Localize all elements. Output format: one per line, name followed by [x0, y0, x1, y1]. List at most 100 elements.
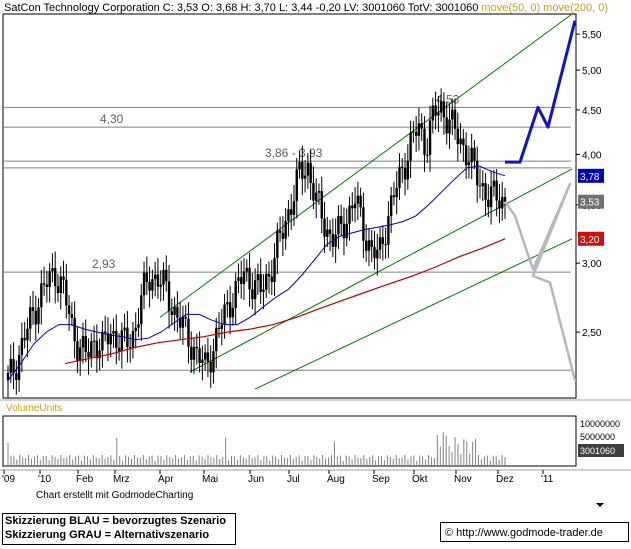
candle-body — [48, 271, 51, 288]
candle-body — [495, 180, 498, 201]
candle-body — [473, 147, 476, 161]
candle-body — [414, 131, 418, 136]
trend-channel-line — [254, 238, 573, 390]
candle-body — [448, 119, 451, 134]
volume-last-label: 3001060 — [580, 446, 615, 456]
candle-body — [112, 330, 115, 334]
x-tick-label: Mrz — [113, 474, 130, 485]
price-label-text: 3,20 — [580, 235, 600, 246]
candle-body — [128, 347, 132, 349]
candle-body — [73, 317, 76, 342]
source-link[interactable]: © http://www.godmode-trader.de — [440, 522, 629, 542]
trend-channel-line — [159, 13, 573, 318]
candle-body — [84, 336, 87, 352]
candle-body — [351, 205, 354, 209]
candle-body — [267, 273, 271, 277]
candle-body — [328, 229, 332, 234]
candle-body — [192, 346, 196, 360]
x-tick-label: Jun — [248, 474, 264, 485]
candle-body — [498, 200, 501, 209]
candle-body — [309, 162, 312, 183]
chart-credit: Chart erstellt mit GodmodeCharting — [36, 490, 194, 501]
candle-body — [226, 302, 229, 305]
candle-body — [334, 234, 337, 247]
candle-body — [345, 223, 348, 239]
candle-body — [92, 340, 96, 342]
candle-body — [503, 197, 507, 202]
candle-body — [290, 209, 293, 215]
candle-body — [337, 216, 340, 235]
candle-body — [367, 240, 371, 251]
candle-body — [87, 351, 90, 358]
candle-body — [323, 218, 326, 237]
candle-body — [420, 123, 423, 129]
candle-body — [162, 269, 165, 285]
candle-body — [312, 182, 315, 201]
candle-body — [187, 318, 190, 347]
candle-body — [462, 138, 465, 146]
candle-body — [362, 207, 365, 241]
y-tick-label: 5,50 — [582, 30, 602, 41]
candle-body — [34, 310, 37, 325]
candle-body — [370, 240, 373, 247]
legend-gray-scenario: Skizzierung GRAU = Alternativszenario — [5, 529, 210, 541]
candle-body — [51, 268, 54, 272]
candle-body — [434, 105, 437, 116]
candle-body — [209, 361, 212, 373]
candle-body — [29, 307, 32, 329]
candle-body — [298, 161, 301, 170]
candle-body — [170, 311, 174, 316]
x-tick-label: '09 — [2, 474, 15, 485]
candle-body — [167, 281, 171, 312]
volume-panel-frame — [2, 415, 577, 467]
candle-body — [409, 132, 412, 161]
candle-body — [439, 101, 443, 113]
candle-body — [242, 271, 246, 285]
candle-body — [176, 306, 179, 318]
candle-body — [278, 230, 282, 233]
candle-body — [23, 337, 26, 341]
candle-body — [101, 331, 104, 351]
candle-body — [487, 199, 490, 208]
candle-body — [481, 183, 484, 187]
candle-body — [356, 195, 360, 204]
candle-body — [359, 195, 362, 208]
level-annotation: 3,86 - 3,93 — [265, 146, 323, 160]
candle-body — [201, 359, 204, 364]
candle-body — [17, 354, 21, 380]
candle-body — [378, 237, 382, 250]
candle-body — [190, 346, 193, 360]
x-tick-label: Apr — [158, 474, 174, 485]
candle-body — [251, 289, 254, 300]
candle-body — [492, 180, 496, 187]
candle-body — [442, 101, 446, 118]
candle-body — [173, 306, 176, 316]
scenario-legend: Skizzierung BLAU = bevorzugtes Szenario … — [2, 513, 236, 545]
x-tick-label: Okt — [412, 474, 428, 485]
candle-body — [106, 332, 110, 345]
candle-body — [15, 373, 18, 380]
candle-body — [262, 289, 265, 292]
price-label-box — [578, 168, 604, 183]
candle-body — [478, 185, 482, 187]
candle-body — [137, 324, 140, 328]
candle-body — [270, 276, 273, 282]
candle-body — [181, 316, 185, 328]
candle-body — [245, 267, 248, 272]
y-tick-label: 3,00 — [582, 259, 602, 270]
candle-body — [215, 327, 218, 352]
volume-last-box — [578, 444, 624, 457]
x-tick-label: Jul — [287, 474, 300, 485]
candle-body — [54, 268, 57, 287]
candle-body — [220, 324, 223, 329]
candle-body — [142, 272, 146, 296]
candle-body — [42, 283, 46, 285]
gray-scenario-path — [503, 182, 577, 381]
candle-body — [151, 279, 154, 291]
candle-body — [276, 230, 279, 258]
candle-body — [501, 197, 504, 209]
candle-body — [320, 190, 323, 219]
candle-body — [148, 281, 151, 291]
